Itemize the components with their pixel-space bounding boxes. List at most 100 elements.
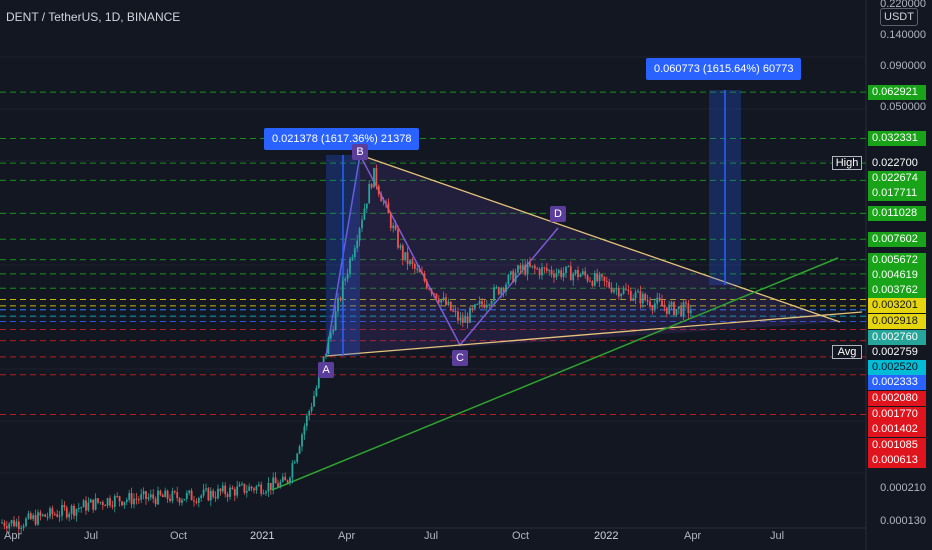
candle [229,487,231,497]
candle [73,505,75,516]
candle [634,292,637,299]
price-level-tag[interactable]: 0.002520 [868,360,926,376]
price-level-tag[interactable]: 0.003201 [868,298,926,314]
price-level-tag[interactable]: 0.062921 [868,85,926,101]
price-level-tag[interactable]: 0.001402 [868,421,926,437]
candle [665,307,668,314]
candle [133,498,135,505]
price-level-tag[interactable]: 0.002760 [868,329,926,345]
candle [509,271,512,275]
pattern-point-b[interactable]: B [352,144,368,160]
candle [392,225,395,228]
candle [219,488,222,492]
candle [387,202,390,214]
candle [361,219,363,229]
price-level-tag[interactable]: 0.002080 [868,391,926,407]
candle [111,505,114,507]
price-level-tag[interactable]: 0.011028 [868,206,926,222]
candle [337,298,339,312]
price-level-tag[interactable]: 0.003762 [868,283,926,299]
pattern-point-c[interactable]: C [452,350,468,366]
price-level-tag[interactable]: 0.002918 [868,313,926,329]
candle [1,522,3,524]
candle [673,302,675,316]
candle [22,526,25,528]
measure-callout-2[interactable]: 0.060773 (1615.64%) 60773 [646,58,802,80]
price-level-tag[interactable]: 0.000613 [868,453,926,469]
candle [416,268,419,270]
measure-callout-1[interactable]: 0.021378 (1617.36%) 21378 [264,128,420,150]
candle [473,304,476,309]
candle [560,270,563,278]
candle [142,491,145,495]
candle [236,486,239,496]
candle [685,302,687,304]
candle [435,293,438,299]
candle [550,270,553,275]
candle [572,273,575,281]
candle [89,499,92,503]
candle [58,515,61,517]
candle [543,267,546,269]
candle [277,483,279,487]
candle [68,513,71,518]
candle [260,484,263,494]
candle [106,498,109,506]
candle [541,267,543,276]
candle [15,521,18,527]
candle [605,281,608,283]
candle [209,490,212,501]
candle [214,496,217,499]
candle [637,291,639,293]
candle [171,491,174,502]
candle [478,301,481,304]
price-level-tag[interactable]: 0.017711 [868,186,926,202]
price-level-tag[interactable]: 0.002759 [868,344,926,360]
candle [85,500,87,511]
candle [197,498,200,503]
currency-button[interactable]: USDT [880,8,918,26]
price-level-tag[interactable]: 0.007602 [868,232,926,248]
price-level-tag[interactable]: 0.001085 [868,437,926,453]
price-level-tag[interactable]: 0.022674 [868,171,926,187]
candle [99,501,102,503]
candle [358,228,361,241]
candle [682,302,685,316]
price-level-tag[interactable]: 0.004619 [868,267,926,283]
candle [315,387,318,396]
y-tick-label: 0.000130 [880,515,926,528]
candle [159,490,162,496]
candle [591,281,594,286]
candle [118,496,121,502]
candle [82,500,85,508]
pattern-point-a[interactable]: A [318,362,334,378]
candle [53,514,56,516]
price-level-tag[interactable]: 0.002333 [868,375,926,391]
candle [70,505,73,514]
candle [190,490,193,501]
candle [94,498,97,510]
candle [423,273,426,281]
candle [39,512,42,516]
candle [663,305,666,308]
price-level-tag[interactable]: 0.001770 [868,406,926,422]
candle [37,512,39,525]
x-tick-label: Apr [338,530,356,542]
candle [286,480,289,483]
price-level-tag[interactable]: 0.005672 [868,252,926,268]
candle [632,298,635,301]
candle [87,502,90,511]
pattern-point-d[interactable]: D [550,206,566,222]
candle [75,508,78,516]
candle [344,278,347,281]
candle [200,495,203,499]
candle [116,496,119,498]
price-level-tag[interactable]: 0.022700 [868,156,926,172]
candle [394,225,397,230]
candle [8,523,11,529]
candle [589,280,591,282]
candle [440,299,443,303]
candle [620,293,623,297]
price-level-tag[interactable]: 0.032331 [868,131,926,147]
